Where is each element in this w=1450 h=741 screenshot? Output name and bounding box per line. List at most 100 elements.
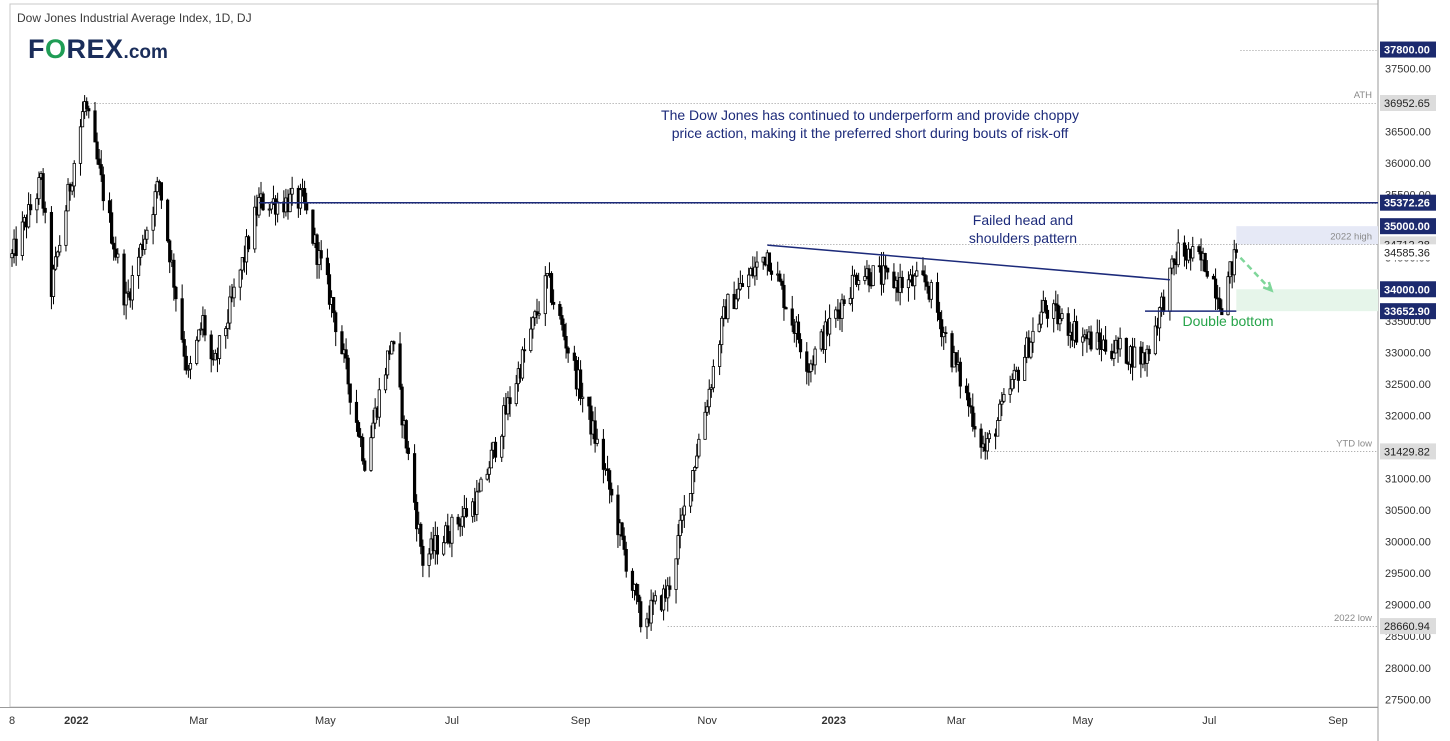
candle xyxy=(1000,392,1004,417)
candle-body xyxy=(1197,246,1201,253)
candle-body xyxy=(867,268,871,286)
candle-body xyxy=(925,281,929,287)
candle xyxy=(674,558,678,604)
candle-body xyxy=(1037,323,1041,332)
candle-body xyxy=(56,251,60,258)
candle-body xyxy=(228,296,232,324)
candle-body xyxy=(195,339,199,364)
candle xyxy=(796,314,801,344)
candle xyxy=(1112,339,1116,367)
candle xyxy=(823,310,828,363)
candle-body xyxy=(180,298,184,340)
candle-body xyxy=(66,183,70,212)
candle-body xyxy=(354,401,359,423)
candle-body xyxy=(506,397,510,415)
candle xyxy=(1052,299,1056,333)
candle-body xyxy=(136,256,141,276)
candle xyxy=(369,425,373,472)
candle-body xyxy=(508,397,512,405)
annotation-text: Double bottom xyxy=(1182,313,1273,329)
candle xyxy=(921,257,925,277)
annotation-text: shoulders pattern xyxy=(969,230,1077,246)
price-label-bg xyxy=(1380,443,1436,460)
candle-body xyxy=(475,491,479,515)
candle-body xyxy=(315,234,319,265)
candle xyxy=(522,338,527,363)
candle xyxy=(327,263,332,310)
candle xyxy=(1060,308,1064,322)
candle-body xyxy=(823,321,828,350)
level-tag: YTD low xyxy=(1336,438,1372,449)
candle-body xyxy=(392,341,396,345)
candle-body xyxy=(635,583,639,596)
candle-body xyxy=(805,351,809,372)
candle xyxy=(1213,268,1218,311)
candle xyxy=(784,306,788,310)
price-label-bg xyxy=(1380,618,1436,635)
candle xyxy=(769,262,774,281)
candle xyxy=(139,242,143,266)
y-tick-label: 33000.00 xyxy=(1385,347,1431,359)
candle xyxy=(1043,297,1048,314)
candle xyxy=(720,315,724,354)
candle-body xyxy=(363,460,367,471)
candle xyxy=(450,514,454,558)
x-tick-label: May xyxy=(315,715,336,727)
candle xyxy=(601,429,606,484)
candle xyxy=(427,548,431,578)
candle-body xyxy=(14,238,18,256)
candle-body xyxy=(49,211,54,297)
candle-body xyxy=(267,208,271,211)
candle-body xyxy=(122,253,126,306)
candle-body xyxy=(93,110,97,143)
forex-logo: FOREX.com xyxy=(28,34,168,65)
candle-body xyxy=(1124,337,1128,364)
candle-body xyxy=(709,387,713,390)
candle xyxy=(925,275,929,294)
candle-body xyxy=(929,282,933,300)
candle xyxy=(166,198,170,243)
candle-body xyxy=(913,275,917,287)
candle-body xyxy=(1000,400,1004,405)
candle xyxy=(199,322,203,336)
candle-body xyxy=(1023,356,1027,381)
candle xyxy=(10,249,14,267)
candle-body xyxy=(871,265,875,286)
candle xyxy=(906,271,911,302)
candle xyxy=(610,482,614,503)
candle xyxy=(168,239,172,274)
candle xyxy=(1002,388,1006,403)
candle-body xyxy=(937,311,942,321)
candle xyxy=(27,192,31,229)
candle-body xyxy=(769,270,774,275)
candle-body xyxy=(80,111,85,128)
candle xyxy=(709,384,713,398)
candle xyxy=(711,359,715,393)
candle xyxy=(174,285,178,312)
candle-body xyxy=(678,519,682,537)
candle-body xyxy=(1176,242,1180,266)
candle-body xyxy=(1118,337,1122,350)
candle-body xyxy=(199,328,203,331)
candle-body xyxy=(334,312,338,333)
candle xyxy=(348,383,352,415)
annotation-text: price action, making it the preferred sh… xyxy=(672,125,1069,141)
candle-body xyxy=(415,501,419,530)
candle-body xyxy=(1031,330,1035,343)
candle xyxy=(334,310,338,347)
x-tick-label: Jul xyxy=(1202,715,1216,727)
candle xyxy=(734,289,738,310)
price-label: 34000.00 xyxy=(1384,284,1430,296)
y-tick-label: 30500.00 xyxy=(1385,505,1431,517)
candle xyxy=(479,476,483,492)
candle-body xyxy=(493,441,498,458)
candle-body xyxy=(1010,379,1014,390)
candle-body xyxy=(668,585,672,590)
candle xyxy=(1133,338,1137,368)
y-tick-label: 36000.00 xyxy=(1385,158,1431,170)
candle-body xyxy=(581,396,585,399)
candle-body xyxy=(537,313,541,316)
candle xyxy=(840,293,844,333)
candle-body xyxy=(226,322,230,329)
